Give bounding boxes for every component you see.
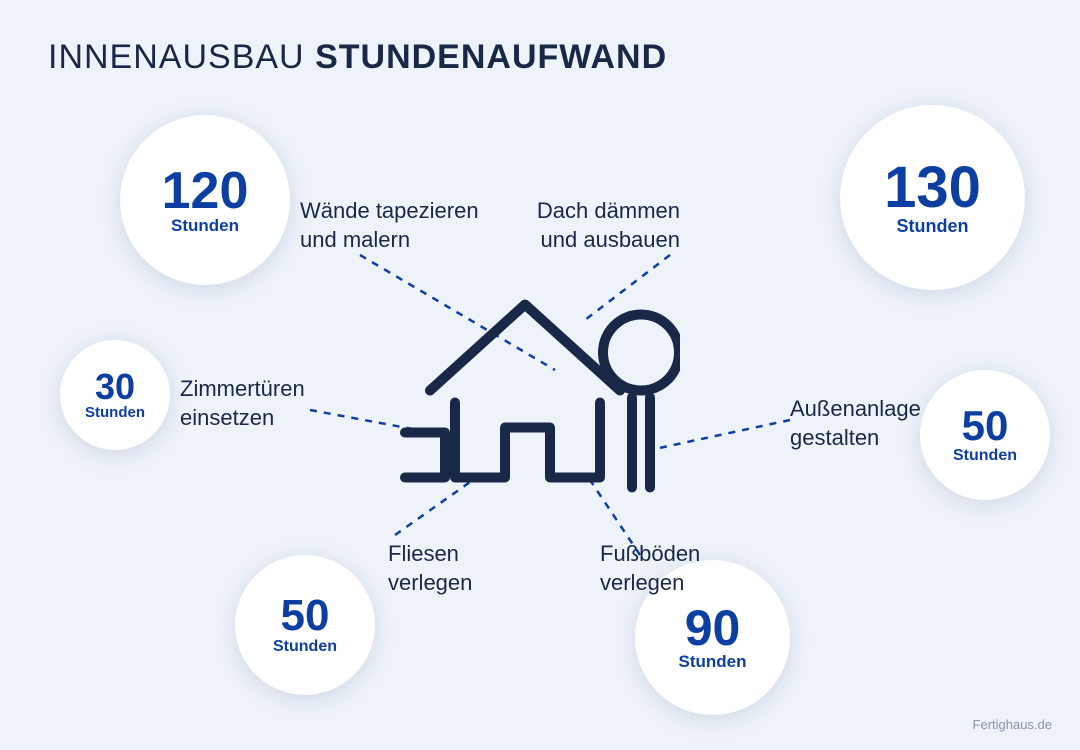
bubble-unit: Stunden [953, 447, 1017, 465]
bubble-walls: 120Stunden [120, 115, 290, 285]
bubble-value: 130 [884, 159, 981, 217]
label-line1: Fliesen [388, 540, 472, 569]
bubble-value: 90 [685, 603, 741, 653]
bubble-unit: Stunden [679, 653, 747, 672]
label-doors: Zimmertüreneinsetzen [180, 375, 305, 432]
bubble-value: 50 [281, 594, 330, 638]
house-svg [400, 273, 680, 503]
label-line2: verlegen [600, 569, 700, 598]
label-line1: Außenanlage [790, 395, 921, 424]
page-title: INNENAUSBAU STUNDENAUFWAND [48, 38, 667, 77]
attribution: Fertighaus.de [973, 717, 1053, 732]
label-line1: Zimmertüren [180, 375, 305, 404]
bubble-value: 50 [962, 405, 1009, 447]
bubble-unit: Stunden [273, 638, 337, 656]
label-line2: und malern [300, 226, 479, 255]
bubble-unit: Stunden [897, 217, 969, 237]
label-walls: Wände tapezierenund malern [300, 197, 479, 254]
bubble-roof: 130Stunden [840, 105, 1025, 290]
label-outdoor: Außenanlagegestalten [790, 395, 921, 452]
label-tiles: Fliesenverlegen [388, 540, 472, 597]
bubble-value: 30 [95, 369, 135, 405]
label-line2: verlegen [388, 569, 472, 598]
label-line1: Wände tapezieren [300, 197, 479, 226]
label-floors: Fußbödenverlegen [600, 540, 700, 597]
title-bold: STUNDENAUFWAND [315, 38, 667, 76]
house-icon [400, 273, 680, 508]
label-line1: Fußböden [600, 540, 700, 569]
label-line2: und ausbauen [530, 226, 680, 255]
title-light: INNENAUSBAU [48, 38, 315, 76]
bubble-unit: Stunden [85, 405, 145, 422]
label-roof: Dach dämmenund ausbauen [530, 197, 680, 254]
bubble-outdoor: 50Stunden [920, 370, 1050, 500]
bubble-value: 120 [162, 165, 249, 217]
bubble-doors: 30Stunden [60, 340, 170, 450]
label-line2: einsetzen [180, 404, 305, 433]
bubble-tiles: 50Stunden [235, 555, 375, 695]
label-line1: Dach dämmen [530, 197, 680, 226]
infographic-canvas: INNENAUSBAU STUNDENAUFWAND 120Stunden30S… [0, 0, 1080, 750]
bubble-unit: Stunden [171, 217, 239, 236]
label-line2: gestalten [790, 424, 921, 453]
